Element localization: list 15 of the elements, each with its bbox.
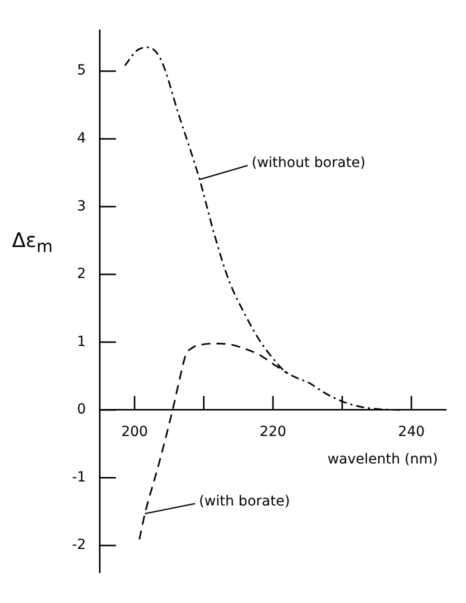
x-tick-label: 240 [398, 424, 425, 440]
y-tick-label: 4 [77, 130, 86, 146]
y-axis-title: Δε$_{m}$ [12, 228, 53, 256]
y-tick-label: 0 [77, 402, 86, 418]
y-tick-label: -1 [72, 469, 86, 486]
annotation: (with borate) [198, 493, 290, 510]
x-tick-label: 200 [121, 424, 148, 440]
x-tick-label: 220 [260, 424, 286, 440]
annotation: (without borate) [252, 155, 366, 172]
y-tick-label: 1 [77, 334, 86, 350]
y-tick-label: -2 [72, 537, 86, 554]
x-axis-title: wavelenth (nm) [327, 452, 438, 468]
y-tick-label: 2 [77, 266, 86, 282]
y-tick-label: 3 [77, 198, 86, 214]
y-tick-label: 5 [77, 62, 86, 79]
